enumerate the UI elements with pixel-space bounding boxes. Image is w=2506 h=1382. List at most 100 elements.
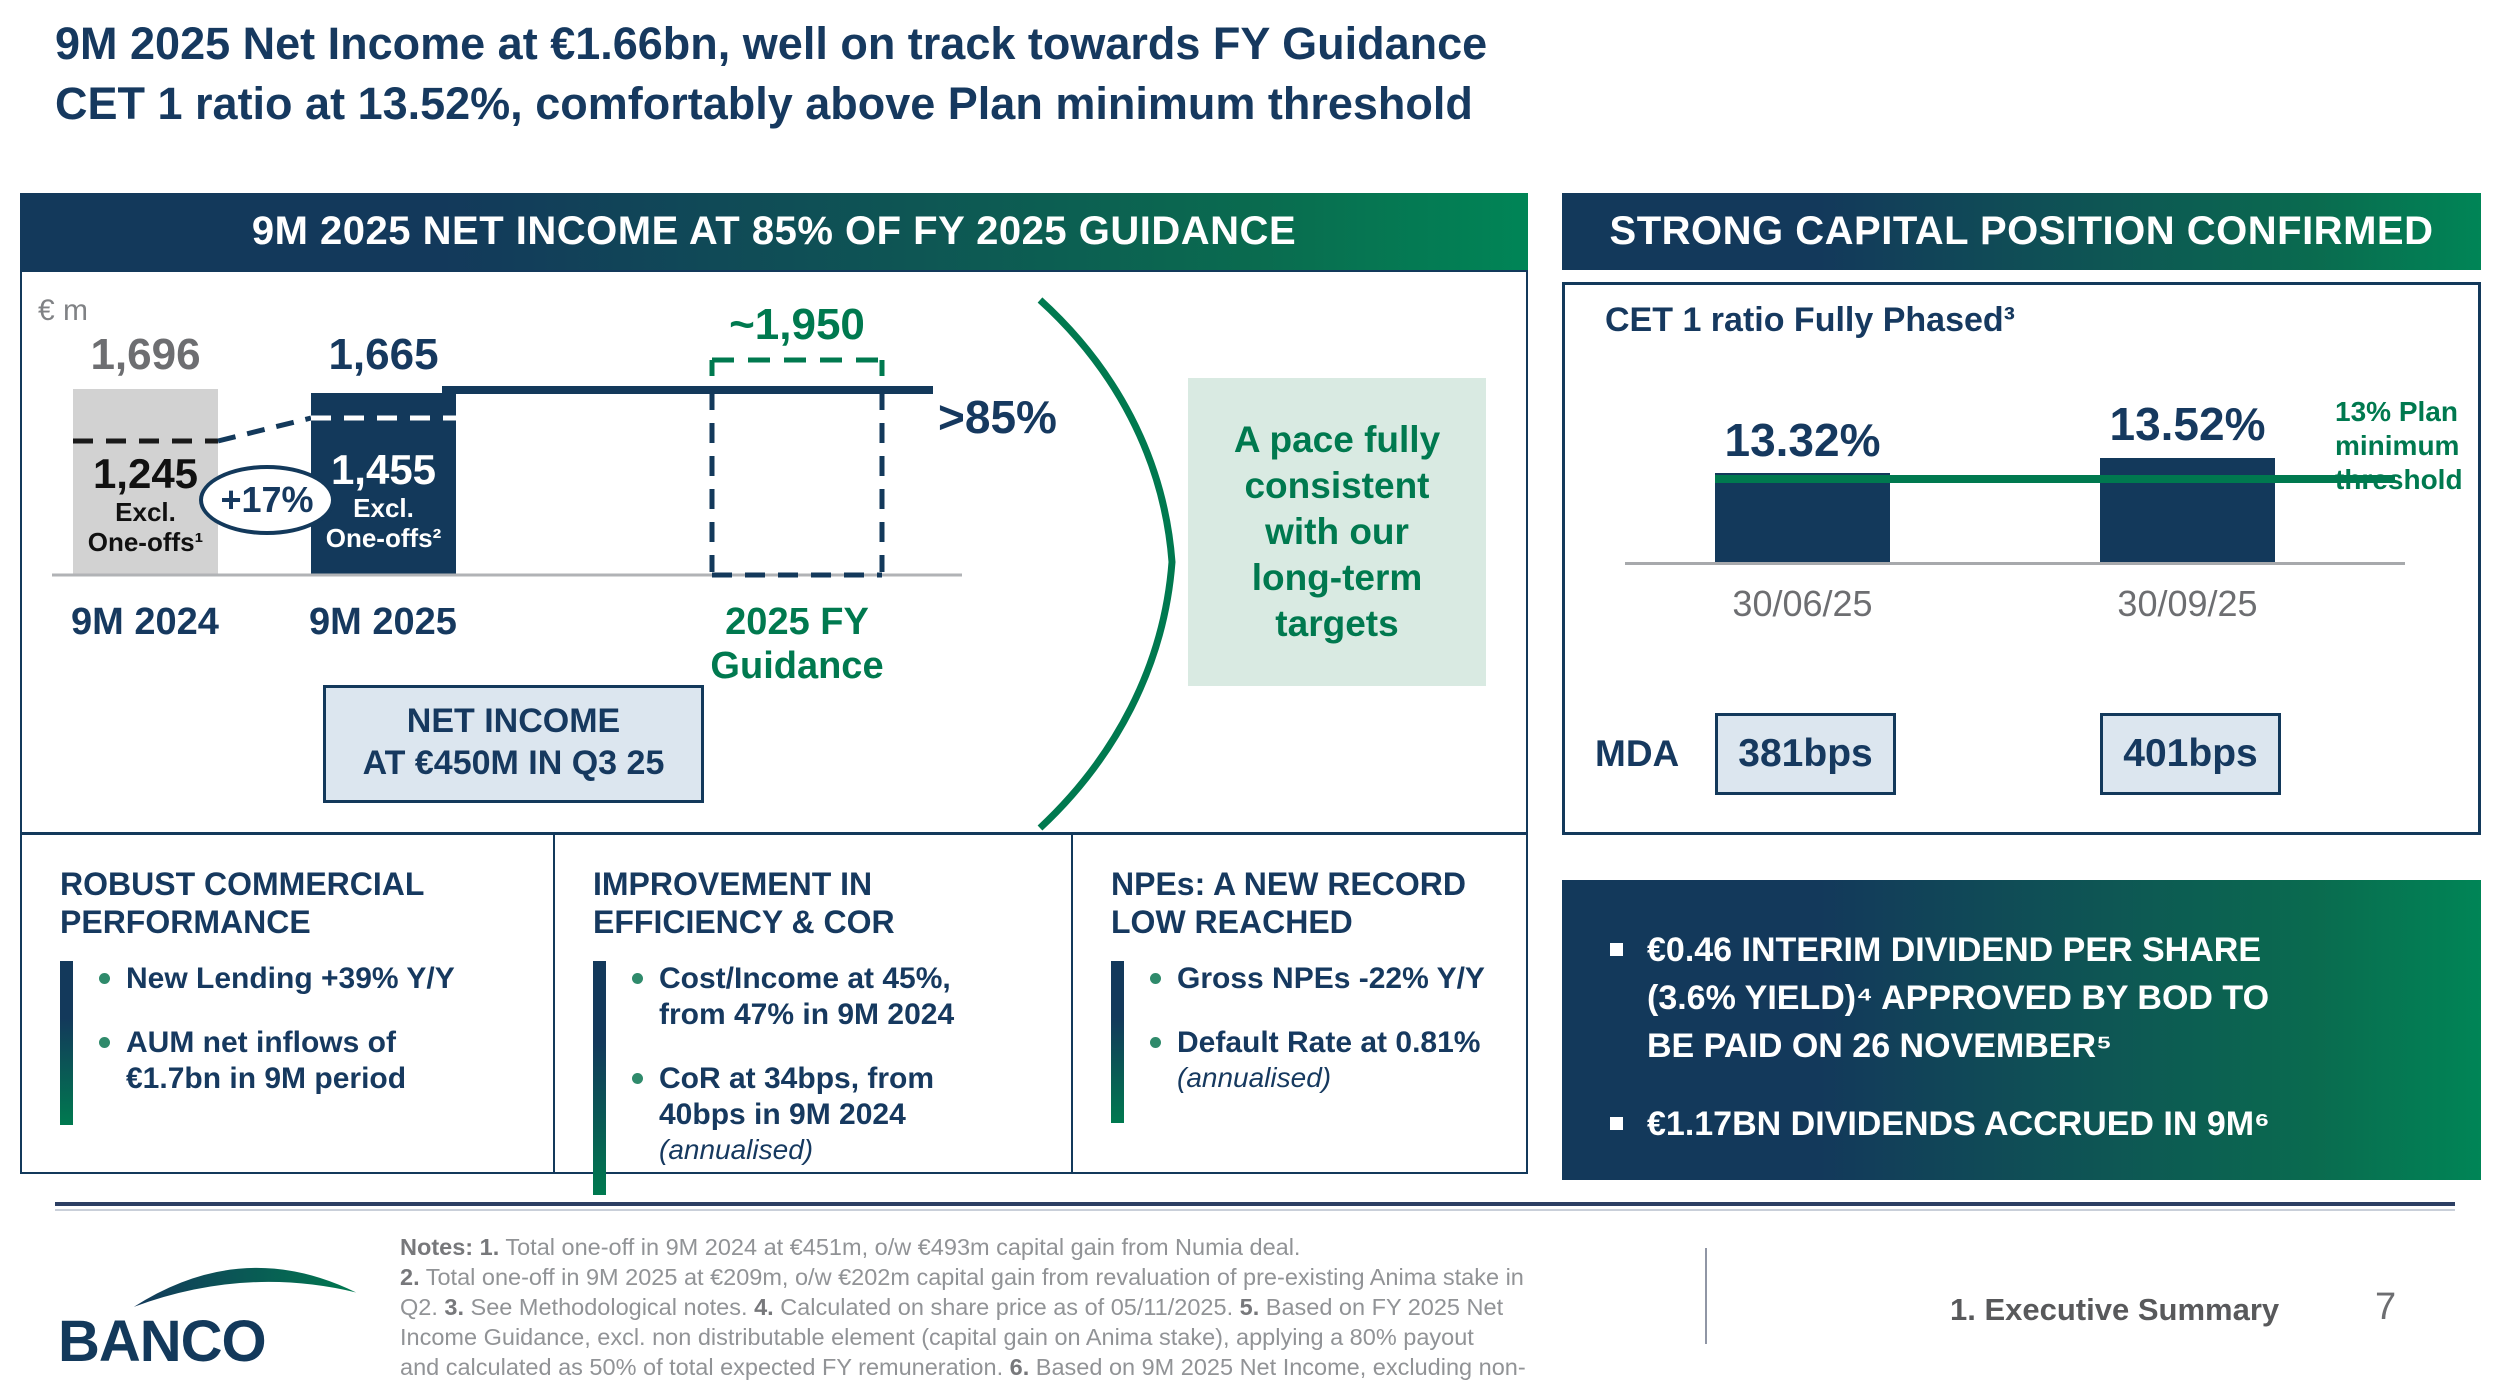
chart-unit-label: € m [38, 294, 89, 327]
footnote-line: Q2. 3. See Methodological notes. 4. Calc… [400, 1294, 1504, 1320]
list-item: Cost/Income at 45%, from 47% in 9M 2024 [632, 961, 954, 1033]
list-item: Gross NPEs -22% Y/Y [1150, 961, 1485, 997]
column-commercial-performance: ROBUST COMMERCIAL PERFORMANCE New Lendin… [22, 835, 553, 1172]
bullet-text: Default Rate at 0.81% [1177, 1026, 1481, 1059]
bar-2024-total-label: 1,696 [90, 330, 201, 379]
footnote-line: Income Guidance, excl. non distributable… [400, 1324, 1474, 1350]
growth-badge-label: +17% [220, 479, 314, 520]
q3-net-income-note-box: NET INCOME AT €450M IN Q3 25 [323, 685, 704, 803]
bar-2025-excl-label: Excl. One-offs² [325, 493, 442, 553]
x-label-guidance: 2025 FY Guidance [710, 601, 884, 687]
footnote-line: Notes: 1. Total one-off in 9M 2024 at €4… [400, 1234, 1301, 1260]
section-label: 1. Executive Summary [1950, 1292, 2280, 1327]
bar-2024: 1,245 Excl. One-offs¹ [73, 389, 218, 575]
list-item: CoR at 34bps, from 40bps in 9M 2024 (ann… [632, 1061, 954, 1167]
growth-badge: +17% [199, 465, 335, 535]
chart-lines-overlay [52, 297, 1176, 831]
column-commercial-heading: ROBUST COMMERCIAL PERFORMANCE [60, 866, 425, 940]
bar-2024-excl-value: 1,245 [92, 450, 199, 497]
bar-2025-total-label: 1,665 [328, 330, 439, 379]
capital-panel-header: STRONG CAPITAL POSITION CONFIRMED [1562, 193, 2481, 270]
banco-bpm-logo: BANCO BPM [58, 1250, 388, 1382]
dividend-bullet-2-text: €1.17BN DIVIDENDS ACCRUED IN 9M⁶ [1647, 1105, 2270, 1143]
page-title-line1: 9M 2025 Net Income at €1.66bn, well on t… [55, 18, 1488, 69]
cet1-bar1-date: 30/06/25 [1732, 583, 1873, 624]
footer-vertical-divider [1705, 1248, 1707, 1344]
threshold-label: 13% Plan minimum threshold [2335, 396, 2463, 495]
column-npes-heading: NPEs: A NEW RECORD LOW REACHED [1111, 866, 1466, 940]
dividend-box: €0.46 INTERIM DIVIDEND PER SHARE (3.6% Y… [1562, 880, 2481, 1180]
square-bullet-icon [1610, 943, 1623, 956]
mda-value-3009: 401bps [2123, 732, 2258, 775]
footer-separator-line [55, 1202, 2455, 1206]
bullet-dot-icon [1150, 1037, 1161, 1048]
bullet-note: (annualised) [1177, 1062, 1332, 1093]
footnote-line: and calculated as 50% of total expected … [400, 1354, 1526, 1380]
page-number: 7 [2375, 1286, 2397, 1328]
capital-panel-title: STRONG CAPITAL POSITION CONFIRMED [1609, 209, 2434, 253]
x-label-9m2025: 9M 2025 [309, 601, 457, 643]
bullet-text: CoR at 34bps, from 40bps in 9M 2024 [659, 1062, 935, 1131]
column-npes: NPEs: A NEW RECORD LOW REACHED Gross NPE… [1071, 835, 1526, 1172]
footnote-line: 2. Total one-off in 9M 2025 at €209m, o/… [400, 1264, 1524, 1290]
list-item: AUM net inflows of €1.7bn in 9M period [99, 1025, 455, 1097]
cet1-box: CET 1 ratio Fully Phased³ 13.32% 13.52% … [1562, 282, 2481, 835]
cet1-bar-3006 [1715, 473, 1890, 562]
q3-net-income-note-text: NET INCOME AT €450M IN Q3 25 [362, 702, 665, 782]
net-income-panel-title: 9M 2025 NET INCOME AT 85% OF FY 2025 GUI… [251, 209, 1297, 253]
column-efficiency-cor: IMPROVEMENT IN EFFICIENCY & COR Cost/Inc… [553, 835, 1071, 1195]
highlights-columns: ROBUST COMMERCIAL PERFORMANCE New Lendin… [22, 832, 1526, 1195]
column-efficiency-accent-bar [593, 961, 606, 1195]
progress-label: >85% [938, 391, 1057, 443]
net-income-chart: € m 1,696 1,665 ~1,950 1,245 Excl. One-o… [22, 272, 1526, 832]
cet1-bar2-value: 13.52% [2109, 398, 2266, 450]
cet1-bar1-value: 13.32% [1724, 414, 1881, 466]
cet1-bar2-date: 30/09/25 [2117, 583, 2258, 624]
list-item: Default Rate at 0.81% (annualised) [1150, 1025, 1485, 1095]
bullet-note: (annualised) [659, 1134, 814, 1165]
bullet-dot-icon [99, 973, 110, 984]
column-commercial-accent-bar [60, 961, 73, 1125]
mda-label: MDA [1595, 733, 1680, 774]
x-label-9m2024: 9M 2024 [71, 601, 219, 643]
mda-box-3009: 401bps [2100, 713, 2281, 795]
bullet-dot-icon [632, 973, 643, 984]
page-title-line2: CET 1 ratio at 13.52%, comfortably above… [55, 78, 1473, 129]
pace-box-text: A pace fully consistent with our long-te… [1233, 419, 1441, 644]
square-bullet-icon [1610, 1117, 1623, 1130]
page-title: 9M 2025 Net Income at €1.66bn, well on t… [55, 14, 1487, 134]
dividend-bullet-1-text: €0.46 INTERIM DIVIDEND PER SHARE (3.6% Y… [1647, 931, 2270, 1065]
bullet-text: New Lending +39% Y/Y [126, 962, 455, 995]
brace-chevron [1037, 297, 1176, 831]
dividend-bullet-2: €1.17BN DIVIDENDS ACCRUED IN 9M⁶ [1610, 1100, 2445, 1148]
cet1-axis-line [1625, 562, 2405, 565]
column-npes-accent-bar [1111, 961, 1124, 1123]
logo-text-banco: BANCO [58, 1309, 267, 1374]
bullet-dot-icon [1150, 973, 1161, 984]
footnotes: Notes: 1. Total one-off in 9M 2024 at €4… [400, 1232, 1700, 1382]
threshold-line [1715, 475, 2395, 483]
footer-separator-subline [55, 1209, 2455, 1211]
bar-2025-excl-value: 1,455 [330, 446, 437, 493]
bullet-text: Cost/Income at 45%, from 47% in 9M 2024 [659, 962, 955, 1031]
logo-arc-icon [133, 1267, 357, 1307]
dividend-bullet-1: €0.46 INTERIM DIVIDEND PER SHARE (3.6% Y… [1610, 926, 2445, 1070]
logo-text-bpm: BPM [58, 1376, 185, 1382]
mda-value-3006: 381bps [1738, 732, 1873, 775]
pace-box: A pace fully consistent with our long-te… [1188, 378, 1486, 686]
bullet-text: AUM net inflows of €1.7bn in 9M period [126, 1026, 407, 1095]
cet1-bar-3009 [2100, 458, 2275, 562]
bullet-dot-icon [99, 1037, 110, 1048]
column-efficiency-heading: IMPROVEMENT IN EFFICIENCY & COR [593, 866, 895, 940]
bar-2025: 1,455 Excl. One-offs² [311, 393, 456, 575]
list-item: New Lending +39% Y/Y [99, 961, 455, 997]
bullet-dot-icon [632, 1073, 643, 1084]
bar-2024-excl-label: Excl. One-offs¹ [87, 497, 204, 557]
net-income-panel-body: € m 1,696 1,665 ~1,950 1,245 Excl. One-o… [20, 270, 1528, 1195]
bullet-text: Gross NPEs -22% Y/Y [1177, 962, 1485, 995]
mda-box-3006: 381bps [1715, 713, 1896, 795]
net-income-panel-header: 9M 2025 NET INCOME AT 85% OF FY 2025 GUI… [20, 193, 1528, 270]
growth-connector-dash-line [217, 415, 312, 444]
cet1-title: CET 1 ratio Fully Phased³ [1605, 301, 2015, 339]
